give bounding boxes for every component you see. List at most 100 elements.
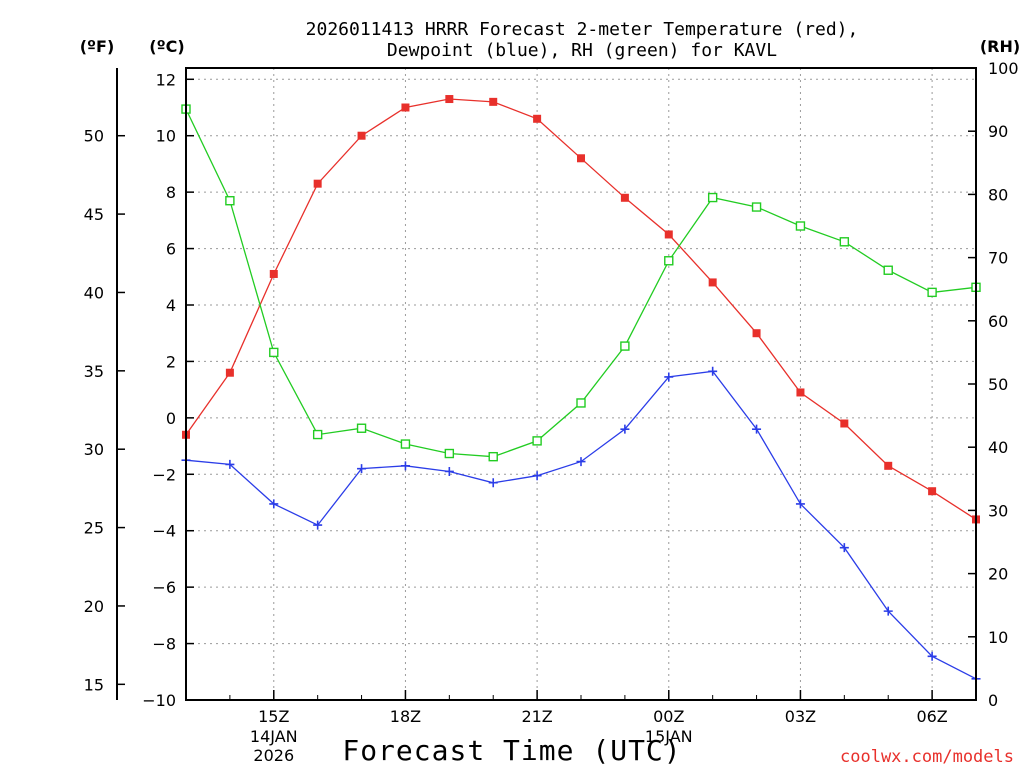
temperature-point [664,230,673,239]
rh-tick-label: 10 [988,628,1008,647]
dewpoint-point [444,466,454,476]
celsius-tick-label: −8 [152,635,176,654]
x-tick-label: 21Z [521,707,552,726]
rh-tick-label: 0 [988,691,998,710]
temperature-point [269,269,278,278]
rh-point [839,237,850,247]
x-tick-label: 18Z [390,707,421,726]
rh-tick-label: 80 [988,185,1008,204]
celsius-tick-label: 12 [156,70,176,89]
dewpoint-point [357,464,367,474]
x-tick-label: 06Z [916,707,947,726]
temperature-point [313,179,322,188]
temperature-point [533,114,542,123]
rh-point [883,265,893,275]
dewpoint-point [225,459,235,469]
temperature-point [620,193,629,202]
temperature-point [796,388,805,397]
temperature-point [708,278,717,287]
celsius-tick-label: 6 [166,240,176,259]
rh-point [664,256,674,266]
dewpoint-point [488,478,498,488]
rh-unit-label: (RH) [980,37,1020,56]
fahrenheit-tick-label: 45 [84,205,104,224]
temperature-point [752,329,761,338]
temperature-point [445,95,454,104]
chart-title-line2: Dewpoint (blue), RH (green) for KAVL [387,40,777,61]
credit-text: coolwx.com/models [840,747,1014,767]
x-tick-year-label: 2026 [253,746,294,765]
x-tick-label: 03Z [785,707,816,726]
dewpoint-line [185,370,977,680]
fahrenheit-unit-label: (ºF) [80,37,115,56]
celsius-unit-label: (ºC) [149,37,184,56]
rh-point [400,439,411,449]
rh-point [225,196,235,206]
rh-tick-label: 70 [988,249,1008,268]
x-tick-date-label: 15JAN [645,727,693,746]
celsius-tick-label: 8 [166,183,176,202]
dewpoint-point [400,461,410,471]
fahrenheit-tick-label: 50 [84,127,104,146]
rh-point [707,192,718,203]
dewpoint-point [269,499,279,509]
dewpoint-point [532,471,542,481]
x-tick-label: 15Z [258,707,289,726]
fahrenheit-tick-label: 15 [84,675,104,694]
dewpoint-point [576,457,586,467]
chart-title-line1: 2026011413 HRRR Forecast 2-meter Tempera… [306,19,859,40]
fahrenheit-tick-label: 35 [84,362,104,381]
celsius-tick-label: −2 [152,465,176,484]
temperature-point [357,131,366,140]
rh-point [269,347,279,358]
rh-tick-label: 60 [988,312,1008,331]
temperature-point [928,487,937,496]
fahrenheit-tick-label: 25 [84,519,104,538]
dewpoint-point [927,651,937,661]
series-layer [181,95,981,684]
celsius-tick-label: −6 [152,578,176,597]
rh-tick-label: 30 [988,501,1008,520]
rh-point [532,436,542,446]
dewpoint-point [620,424,630,434]
temperature-point [225,368,234,377]
rh-point [356,423,367,433]
rh-point [312,429,323,440]
x-tick-label: 00Z [653,707,684,726]
dewpoint-point [664,372,674,382]
rh-point [576,398,586,408]
rh-tick-label: 50 [988,375,1008,394]
fahrenheit-tick-label: 30 [84,440,104,459]
temperature-point [489,97,498,106]
rh-point [751,202,762,212]
celsius-tick-label: 2 [166,352,176,371]
rh-tick-label: 100 [988,59,1019,78]
rh-tick-label: 40 [988,438,1008,457]
x-axis-label: Forecast Time (UTC) [342,734,681,767]
rh-point [795,221,806,231]
x-tick-date-label: 14JAN [250,727,298,746]
celsius-tick-label: 4 [166,296,176,315]
rh-point [620,341,630,351]
celsius-tick-label: 10 [156,127,176,146]
rh-tick-label: 20 [988,565,1008,584]
rh-point [488,451,498,462]
rh-point [444,448,455,459]
dewpoint-point [708,366,718,376]
rh-tick-label: 90 [988,122,1008,141]
celsius-tick-label: −4 [152,522,176,541]
dewpoint-point [752,424,762,434]
dewpoint-point [839,543,849,553]
dewpoint-point [883,606,893,616]
rh-point [927,287,937,298]
fahrenheit-tick-label: 40 [84,283,104,302]
dewpoint-point [795,499,805,509]
grid-lines [186,68,976,701]
temperature-point [401,103,410,112]
temperature-point [884,461,893,470]
celsius-tick-label: 0 [166,409,176,428]
temperature-point [577,154,585,163]
axis-ticks: −10 −8 −6 −4 −2 0 2 4 6 8 10 12 15 20 25 30 35 40 45 50 0 10 2… [84,59,1019,765]
temperature-point [840,419,849,428]
